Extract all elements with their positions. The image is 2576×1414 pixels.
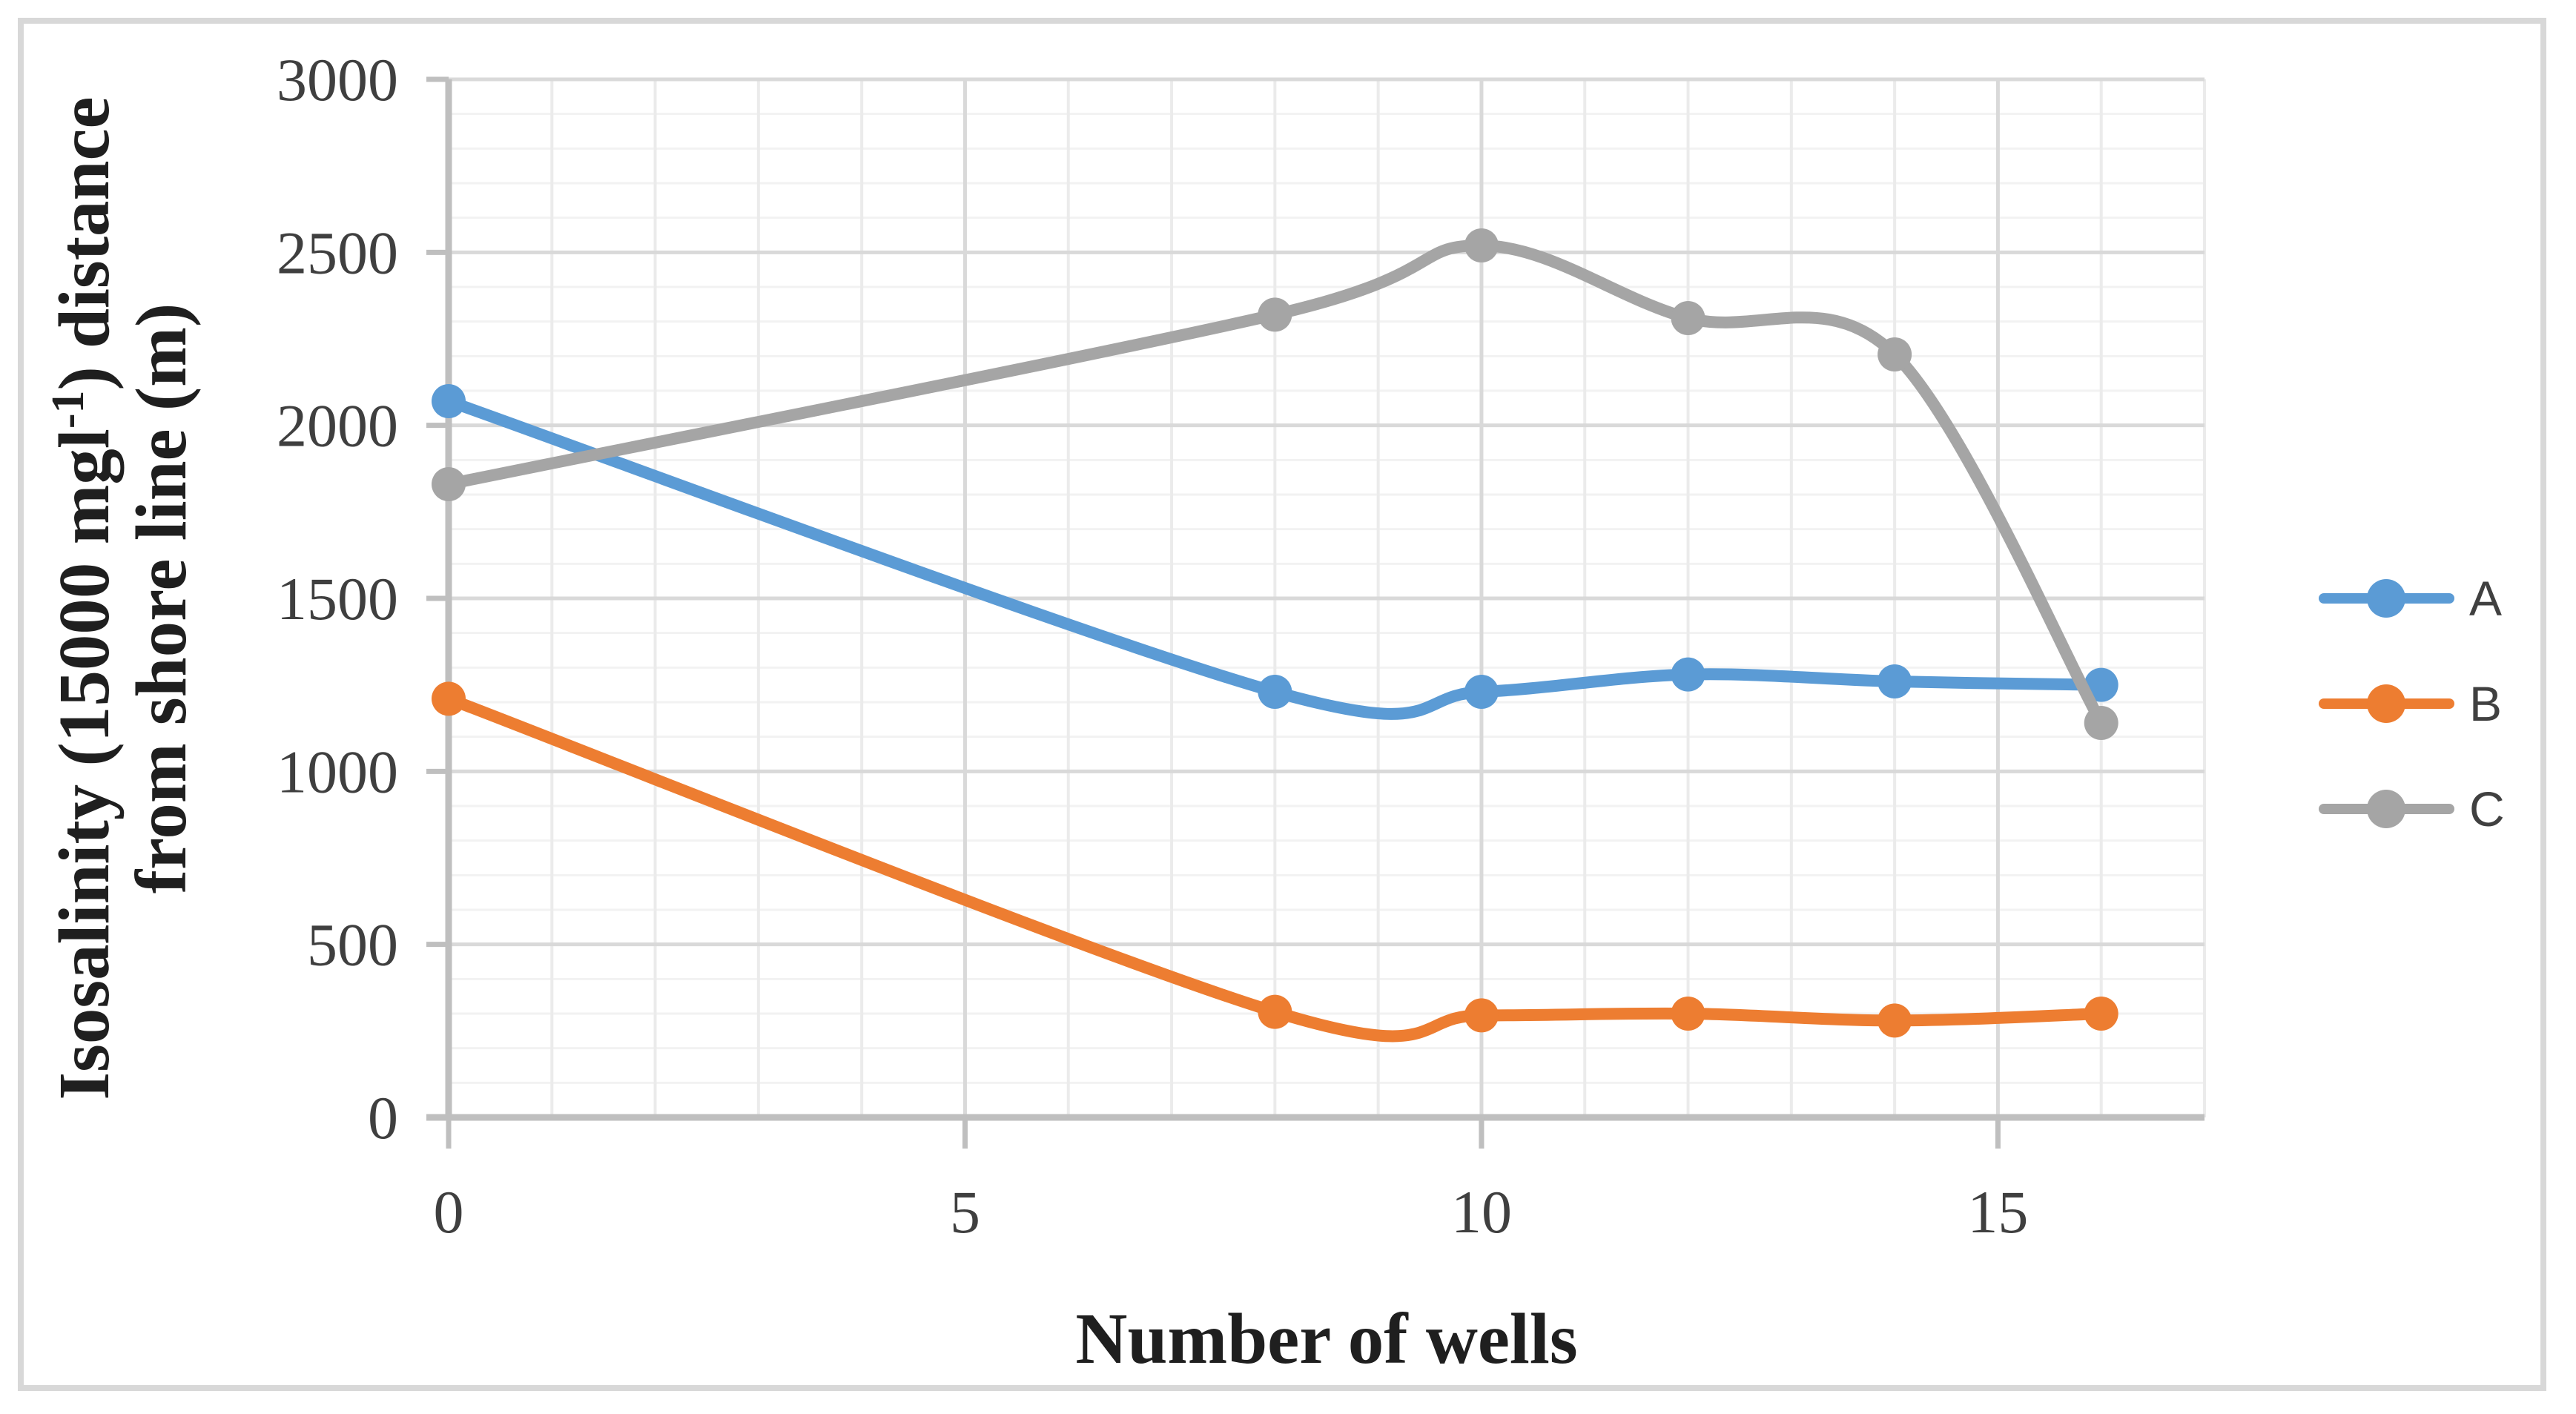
x-tick-label: 10 — [1451, 1178, 1512, 1246]
legend: ABC — [2319, 571, 2505, 836]
axis-titles: Number of wells Isosalinity (15000 mgl-1)… — [43, 96, 1578, 1378]
series-lines — [432, 228, 2118, 1043]
series-marker-b — [432, 681, 466, 716]
series-marker-a — [2084, 667, 2118, 702]
y-tick-label: 1500 — [277, 565, 398, 632]
series-marker-b — [1877, 1003, 1912, 1038]
series-marker-a — [1877, 664, 1912, 698]
legend-item-b: B — [2319, 676, 2502, 731]
series-marker-c — [1671, 301, 1705, 335]
legend-label: A — [2469, 571, 2502, 626]
y-tick-label: 500 — [307, 911, 398, 979]
legend-item-a: A — [2319, 571, 2502, 626]
y-axis-title-line2: from shore line (m) — [122, 303, 201, 894]
legend-label: C — [2469, 782, 2505, 836]
axes — [426, 76, 2205, 1149]
series-marker-c — [1877, 337, 1912, 371]
legend-marker — [2367, 579, 2405, 618]
legend-label: B — [2469, 676, 2502, 731]
x-tick-label: 15 — [1967, 1178, 2028, 1246]
series-marker-a — [432, 384, 466, 418]
gridlines-major — [449, 77, 2205, 1117]
x-tick-label: 5 — [950, 1178, 980, 1246]
y-tick-label: 1000 — [277, 738, 398, 805]
legend-marker — [2367, 684, 2405, 723]
series-marker-b — [1258, 994, 1292, 1029]
x-axis-title: Number of wells — [1075, 1299, 1577, 1378]
series-marker-c — [432, 467, 466, 501]
legend-marker — [2367, 790, 2405, 828]
series-marker-c — [1464, 228, 1499, 262]
series-marker-a — [1464, 675, 1499, 709]
series-marker-a — [1671, 657, 1705, 692]
series-line-c — [443, 239, 2107, 729]
series-marker-c — [1258, 297, 1292, 332]
y-tick-label: 2500 — [277, 219, 398, 286]
y-tick-label: 2000 — [277, 392, 398, 460]
y-axis-title-line1: Isosalinity (15000 mgl-1) distance — [43, 96, 124, 1100]
tick-labels: 0 500 1000 1500 2000 2500 3000 0 5 10 15 — [277, 46, 2028, 1246]
series-marker-a — [1258, 675, 1292, 709]
series-marker-b — [1464, 998, 1499, 1033]
series-marker-b — [1671, 997, 1705, 1031]
series-marker-b — [2084, 997, 2118, 1031]
y-tick-label: 0 — [368, 1084, 398, 1152]
legend-item-c: C — [2319, 782, 2505, 836]
x-tick-label: 0 — [434, 1178, 464, 1246]
series-marker-c — [2084, 706, 2118, 740]
y-tick-label: 3000 — [277, 46, 398, 113]
